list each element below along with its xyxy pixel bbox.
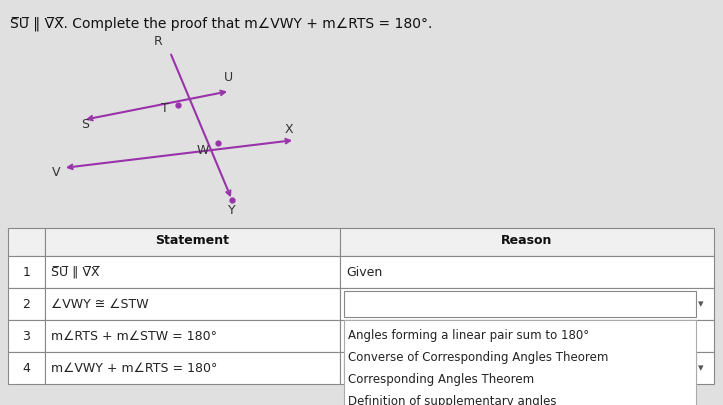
Text: Angles forming a linear pair sum to 180°: Angles forming a linear pair sum to 180° xyxy=(348,328,589,341)
Text: Reason: Reason xyxy=(501,234,552,247)
Bar xyxy=(344,320,696,405)
Text: S: S xyxy=(81,117,89,130)
Text: 3: 3 xyxy=(22,330,30,343)
Text: X: X xyxy=(285,123,294,136)
Text: ▾: ▾ xyxy=(698,299,703,309)
Text: V: V xyxy=(51,166,60,179)
Bar xyxy=(8,352,45,384)
Bar xyxy=(45,352,340,384)
Text: W: W xyxy=(197,143,209,156)
Bar xyxy=(45,228,340,256)
Text: U: U xyxy=(224,71,233,84)
Text: Angles forming a linear pair sum to 180°: Angles forming a linear pair sum to 180° xyxy=(346,330,602,343)
Text: S̅U̅ ‖ V̅X̅. Complete the proof that m∠VWY + m∠RTS = 180°.: S̅U̅ ‖ V̅X̅. Complete the proof that m∠V… xyxy=(10,17,432,31)
Text: ∠VWY ≅ ∠STW: ∠VWY ≅ ∠STW xyxy=(51,298,149,311)
Bar xyxy=(340,228,714,256)
Bar xyxy=(45,288,340,320)
Text: Converse of Corresponding Angles Theorem: Converse of Corresponding Angles Theorem xyxy=(348,350,608,364)
Bar xyxy=(340,288,714,320)
Bar xyxy=(8,320,45,352)
Bar xyxy=(8,288,45,320)
Bar xyxy=(340,256,714,288)
Text: 2: 2 xyxy=(22,298,30,311)
Text: Corresponding Angles Theorem: Corresponding Angles Theorem xyxy=(348,373,534,386)
Text: 4: 4 xyxy=(22,362,30,375)
Text: R: R xyxy=(153,35,163,48)
Bar xyxy=(344,355,696,381)
Text: T: T xyxy=(161,102,169,115)
Bar xyxy=(344,291,696,317)
Text: Statement: Statement xyxy=(155,234,229,247)
Text: 1: 1 xyxy=(22,266,30,279)
Bar xyxy=(45,320,340,352)
Bar xyxy=(8,256,45,288)
Text: m∠VWY + m∠RTS = 180°: m∠VWY + m∠RTS = 180° xyxy=(51,362,218,375)
Text: Given: Given xyxy=(346,266,382,279)
Bar xyxy=(340,320,714,352)
Text: Y: Y xyxy=(228,204,236,217)
Bar xyxy=(340,352,714,384)
Text: ▾: ▾ xyxy=(698,363,703,373)
Text: S̅U̅ ‖ V̅X̅: S̅U̅ ‖ V̅X̅ xyxy=(51,266,100,279)
Text: m∠RTS + m∠STW = 180°: m∠RTS + m∠STW = 180° xyxy=(51,330,217,343)
Text: Definition of supplementary angles: Definition of supplementary angles xyxy=(348,394,557,405)
Bar xyxy=(8,228,45,256)
Bar xyxy=(45,256,340,288)
